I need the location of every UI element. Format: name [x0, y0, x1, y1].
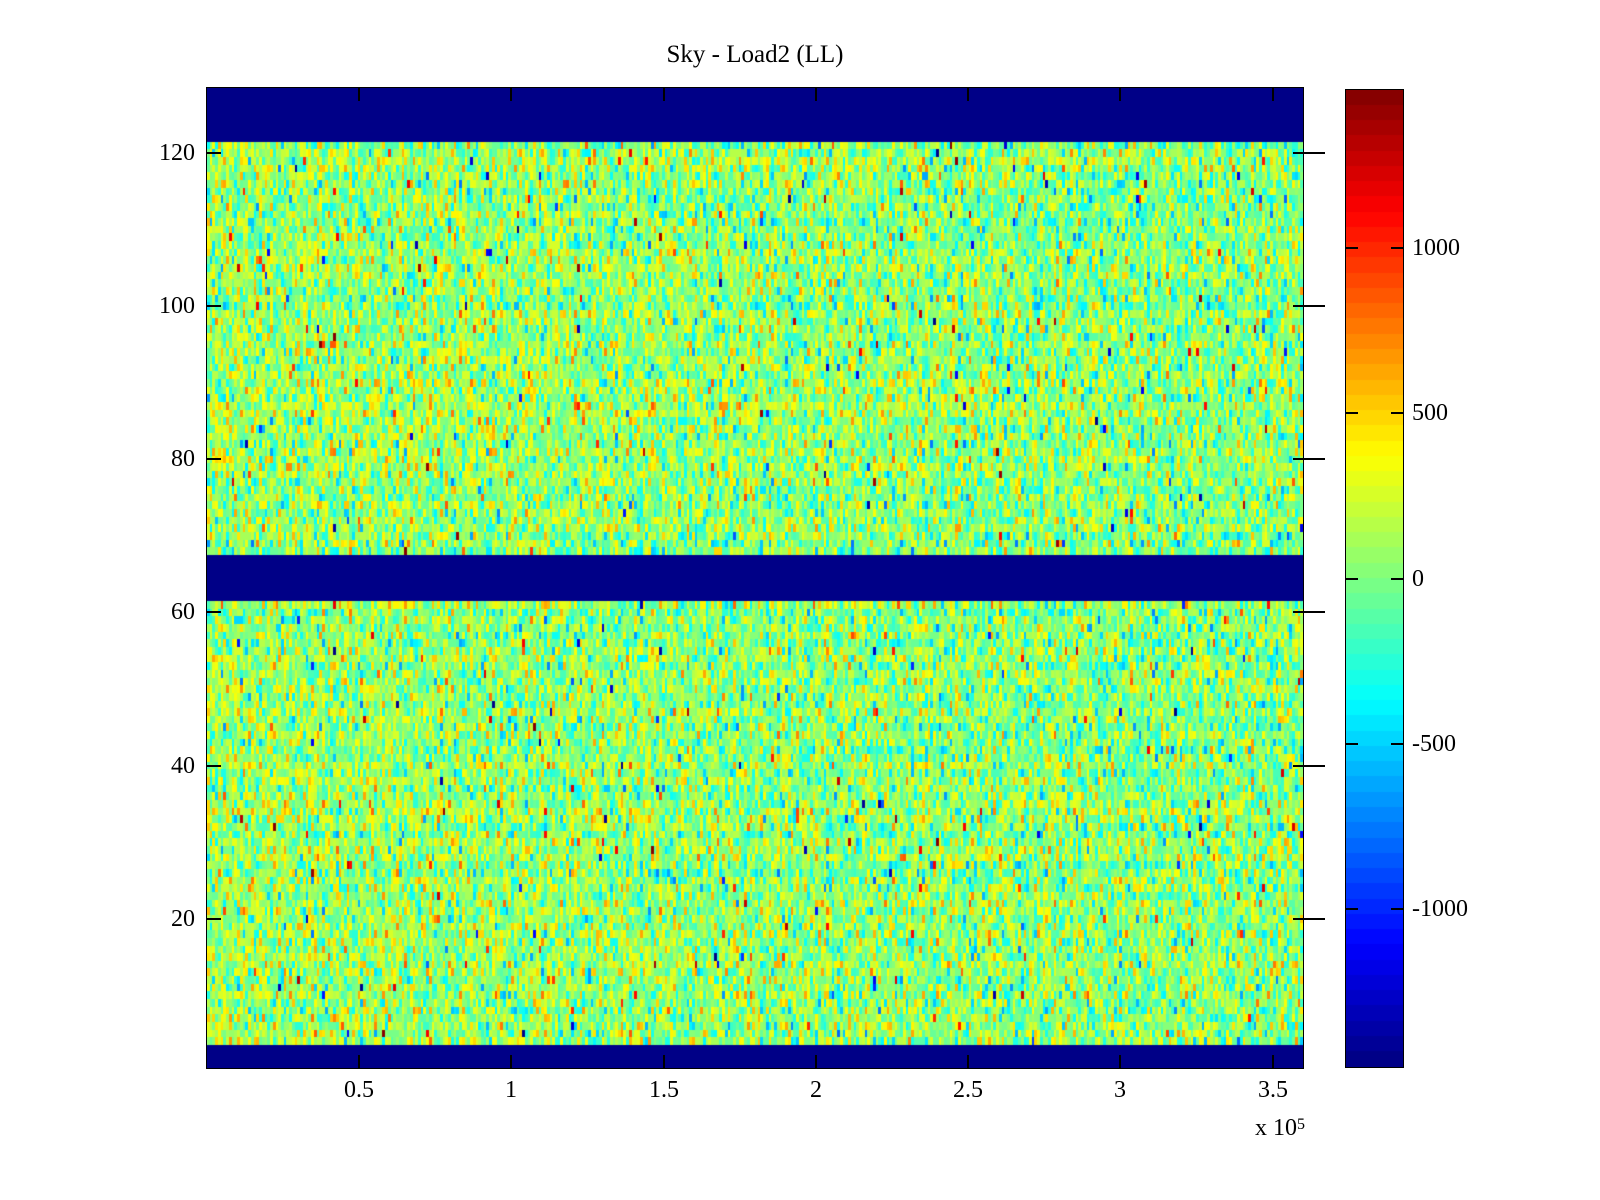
y-tick-mark-right [1293, 305, 1325, 307]
x-axis-multiplier: x 105 [1180, 1110, 1305, 1143]
x-tick-label: 3.5 [1258, 1077, 1288, 1103]
x-tick-mark-top [510, 88, 512, 101]
y-tick-mark-right [1293, 918, 1325, 920]
colorbar-tick-mark-left [1346, 412, 1358, 414]
y-tick-mark-left [207, 458, 221, 460]
colorbar-tick-label: -500 [1412, 731, 1456, 757]
x-tick-label: 2.5 [953, 1077, 983, 1103]
x-tick-mark-top [663, 88, 665, 101]
x-tick-mark-top [815, 88, 817, 101]
colorbar-tick-mark-right [1391, 578, 1403, 580]
colorbar-tick-mark-right [1391, 412, 1403, 414]
x-tick-label: 1.5 [649, 1077, 679, 1103]
colorbar-tick-mark-right [1391, 743, 1403, 745]
x-tick-mark-bottom [510, 1055, 512, 1068]
y-tick-mark-left [207, 152, 221, 154]
x-tick-label: 3 [1114, 1077, 1126, 1103]
y-tick-mark-left [207, 611, 221, 613]
colorbar-tick-label: 500 [1412, 400, 1448, 426]
x-axis-multiplier-exponent: 5 [1297, 1116, 1305, 1133]
colorbar-tick-mark-left [1346, 908, 1358, 910]
y-tick-label: 80 [171, 446, 195, 472]
colorbar-tick-mark-left [1346, 247, 1358, 249]
y-tick-label: 120 [159, 140, 195, 166]
colorbar-tick-label: 0 [1412, 566, 1424, 592]
y-tick-mark-right [1293, 458, 1325, 460]
y-tick-label: 20 [171, 906, 195, 932]
x-tick-mark-bottom [815, 1055, 817, 1068]
heatmap-canvas [207, 88, 1303, 1068]
chart-title: Sky - Load2 (LL) [666, 41, 844, 68]
y-tick-label: 60 [171, 599, 195, 625]
x-tick-mark-top [1272, 88, 1274, 101]
x-tick-label: 0.5 [344, 1077, 374, 1103]
x-tick-label: 2 [810, 1077, 822, 1103]
colorbar-tick-mark-left [1346, 743, 1358, 745]
x-tick-mark-top [1119, 88, 1121, 101]
x-tick-mark-bottom [663, 1055, 665, 1068]
colorbar-tick-mark-right [1391, 908, 1403, 910]
x-tick-mark-bottom [1119, 1055, 1121, 1068]
y-tick-mark-right [1293, 765, 1325, 767]
x-tick-mark-top [358, 88, 360, 101]
colorbar-tick-mark-left [1346, 578, 1358, 580]
colorbar-tick-label: -1000 [1412, 896, 1468, 922]
colorbar [1345, 89, 1404, 1068]
plot-area [206, 87, 1304, 1069]
x-tick-mark-top [967, 88, 969, 101]
colorbar-tick-mark-right [1391, 247, 1403, 249]
x-tick-mark-bottom [967, 1055, 969, 1068]
x-axis-multiplier-base: x 10 [1255, 1115, 1297, 1141]
colorbar-tick-label: 1000 [1412, 235, 1460, 261]
x-tick-mark-bottom [1272, 1055, 1274, 1068]
y-tick-label: 100 [159, 293, 195, 319]
y-tick-mark-right [1293, 611, 1325, 613]
x-tick-mark-bottom [358, 1055, 360, 1068]
y-tick-mark-left [207, 305, 221, 307]
y-tick-mark-left [207, 918, 221, 920]
y-tick-label: 40 [171, 753, 195, 779]
x-tick-label: 1 [505, 1077, 517, 1103]
y-tick-mark-left [207, 765, 221, 767]
y-tick-mark-right [1293, 152, 1325, 154]
